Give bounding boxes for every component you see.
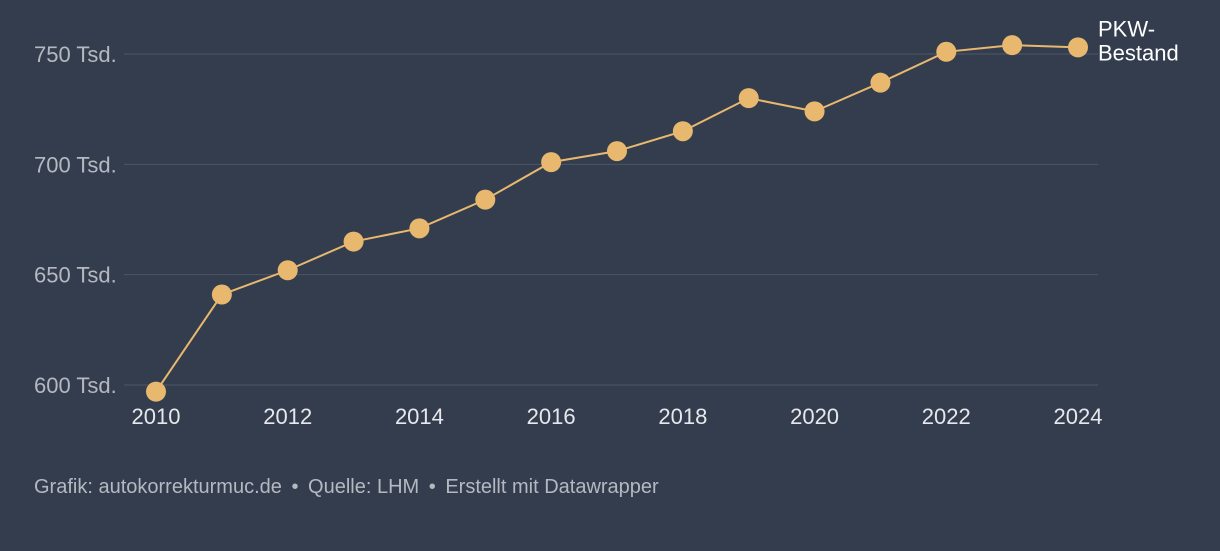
data-point: [607, 141, 627, 162]
x-tick-label: 2018: [658, 404, 707, 429]
data-point: [804, 101, 825, 122]
data-point: [936, 41, 957, 62]
x-tick-label: 2020: [790, 404, 839, 429]
x-tick-label: 2024: [1054, 404, 1103, 429]
footer-separator: •: [291, 476, 299, 498]
data-point: [541, 152, 562, 173]
series-line: [155, 44, 1079, 393]
y-tick-label: 600 Tsd.: [34, 373, 117, 398]
data-point: [1002, 35, 1023, 56]
data-point: [211, 284, 232, 305]
gridlines: [124, 53, 1098, 386]
series-label: PKW-Bestand: [1098, 16, 1179, 65]
data-point: [475, 189, 496, 210]
chart-footer: Grafik: autokorrekturmuc.de • Quelle: LH…: [34, 476, 659, 499]
data-point: [343, 231, 364, 252]
y-tick-label: 650 Tsd.: [34, 263, 117, 288]
x-tick-label: 2010: [132, 404, 181, 429]
x-tick-label: 2012: [263, 404, 312, 429]
x-tick-label: 2014: [395, 404, 444, 429]
data-point: [409, 218, 430, 239]
footer-separator: •: [428, 476, 436, 498]
footer-credit: Grafik: autokorrekturmuc.de: [34, 476, 282, 498]
series-line-layer: [155, 44, 1079, 393]
y-axis-ticks: 750 Tsd. 700 Tsd. 650 Tsd. 600 Tsd.: [34, 42, 117, 398]
data-point: [1068, 37, 1088, 58]
x-tick-label: 2016: [527, 404, 576, 429]
x-axis-ticks: 2010 2012 2014 2016 2018 2020 2022 2024: [132, 404, 1103, 429]
footer-made-with: Erstellt mit Datawrapper: [445, 476, 659, 498]
data-point: [672, 121, 693, 142]
data-point: [738, 88, 759, 109]
y-tick-label: 700 Tsd.: [34, 152, 117, 177]
data-point: [277, 260, 298, 281]
x-tick-label: 2022: [922, 404, 971, 429]
series-name-label: Bestand: [1098, 40, 1179, 65]
footer-source: Quelle: LHM: [308, 476, 420, 498]
data-point: [870, 72, 891, 93]
series-name-label: PKW-: [1098, 16, 1155, 41]
series-points: [146, 35, 1088, 402]
y-tick-label: 750 Tsd.: [34, 42, 117, 67]
data-point: [146, 381, 166, 402]
